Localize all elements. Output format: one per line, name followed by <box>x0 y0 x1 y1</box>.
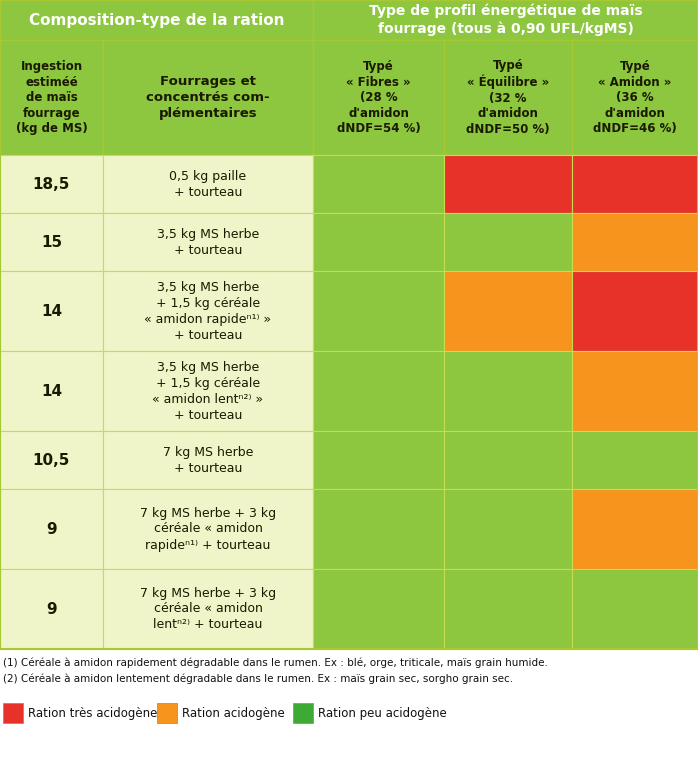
Bar <box>444 351 572 431</box>
Bar <box>103 155 313 213</box>
Bar <box>444 213 572 271</box>
Text: Ingestion
estiméé
de maïs
fourrage
(kg de MS): Ingestion estiméé de maïs fourrage (kg d… <box>15 60 87 135</box>
Bar <box>103 271 313 351</box>
Bar <box>444 155 572 213</box>
Text: Typé
« Équilibre »
(32 %
d'amidon
dNDF=50 %): Typé « Équilibre » (32 % d'amidon dNDF=5… <box>466 59 550 136</box>
Bar <box>572 213 698 271</box>
Bar <box>572 351 698 431</box>
Text: (2) Céréale à amidon lentement dégradable dans le rumen. Ex : maïs grain sec, so: (2) Céréale à amidon lentement dégradabl… <box>3 673 513 684</box>
Text: Ration très acidogène: Ration très acidogène <box>28 706 157 720</box>
Bar <box>0 0 698 649</box>
Bar <box>572 155 698 213</box>
Bar <box>0 40 103 155</box>
Bar <box>103 569 313 649</box>
Bar <box>103 431 313 489</box>
Text: 14: 14 <box>41 383 62 398</box>
Bar <box>572 431 698 489</box>
Text: Type de profil énergétique de maïs
fourrage (tous à 0,90 UFL/kgMS): Type de profil énergétique de maïs fourr… <box>369 4 642 36</box>
Bar <box>313 431 444 489</box>
Text: 15: 15 <box>41 234 62 249</box>
Bar <box>444 569 572 649</box>
Text: Composition-type de la ration: Composition-type de la ration <box>29 13 284 27</box>
Bar <box>0 569 103 649</box>
Bar <box>313 351 444 431</box>
Bar <box>103 351 313 431</box>
Text: 9: 9 <box>46 601 57 616</box>
Bar <box>444 40 572 155</box>
Bar <box>313 155 444 213</box>
Bar <box>444 271 572 351</box>
Text: 14: 14 <box>41 303 62 318</box>
Text: 3,5 kg MS herbe
+ 1,5 kg céréale
« amidon lentⁿ²⁾ »
+ tourteau: 3,5 kg MS herbe + 1,5 kg céréale « amido… <box>152 361 264 422</box>
Text: 3,5 kg MS herbe
+ 1,5 kg céréale
« amidon rapideⁿ¹⁾ »
+ tourteau: 3,5 kg MS herbe + 1,5 kg céréale « amido… <box>144 281 272 342</box>
Bar <box>313 40 444 155</box>
Bar <box>572 569 698 649</box>
Bar <box>0 155 103 213</box>
Bar <box>103 489 313 569</box>
Bar <box>0 431 103 489</box>
Bar <box>313 569 444 649</box>
Bar <box>444 489 572 569</box>
Text: (1) Céréale à amidon rapidement dégradable dans le rumen. Ex : blé, orge, tritic: (1) Céréale à amidon rapidement dégradab… <box>3 657 548 667</box>
Bar <box>313 213 444 271</box>
Bar <box>3 703 23 723</box>
Bar <box>103 213 313 271</box>
Bar <box>572 489 698 569</box>
Bar <box>293 703 313 723</box>
Text: Ration peu acidogène: Ration peu acidogène <box>318 706 447 720</box>
Bar <box>313 271 444 351</box>
Bar <box>0 213 103 271</box>
Bar <box>313 0 698 40</box>
Text: 7 kg MS herbe + 3 kg
céréale « amidon
lentⁿ²⁾ + tourteau: 7 kg MS herbe + 3 kg céréale « amidon le… <box>140 586 276 631</box>
Bar <box>313 489 444 569</box>
Bar <box>0 489 103 569</box>
Bar <box>0 351 103 431</box>
Text: Typé
« Fibres »
(28 %
d'amidon
dNDF=54 %): Typé « Fibres » (28 % d'amidon dNDF=54 %… <box>336 60 420 135</box>
Bar <box>572 271 698 351</box>
Bar <box>0 271 103 351</box>
Text: 3,5 kg MS herbe
+ tourteau: 3,5 kg MS herbe + tourteau <box>157 227 259 256</box>
Bar <box>444 431 572 489</box>
Bar <box>0 0 313 40</box>
Text: Fourrages et
concentrés com-
plémentaires: Fourrages et concentrés com- plémentaire… <box>146 75 270 120</box>
Bar <box>103 40 313 155</box>
Text: 18,5: 18,5 <box>33 176 70 191</box>
Bar <box>157 703 177 723</box>
Text: 10,5: 10,5 <box>33 452 70 467</box>
Text: 9: 9 <box>46 521 57 536</box>
Text: Ration acidogène: Ration acidogène <box>182 706 285 720</box>
Bar <box>572 40 698 155</box>
Text: 7 kg MS herbe
+ tourteau: 7 kg MS herbe + tourteau <box>163 445 253 474</box>
Text: 0,5 kg paille
+ tourteau: 0,5 kg paille + tourteau <box>170 169 246 198</box>
Text: Typé
« Amidon »
(36 %
d'amidon
dNDF=46 %): Typé « Amidon » (36 % d'amidon dNDF=46 %… <box>593 60 677 135</box>
Text: 7 kg MS herbe + 3 kg
céréale « amidon
rapideⁿ¹⁾ + tourteau: 7 kg MS herbe + 3 kg céréale « amidon ra… <box>140 506 276 551</box>
